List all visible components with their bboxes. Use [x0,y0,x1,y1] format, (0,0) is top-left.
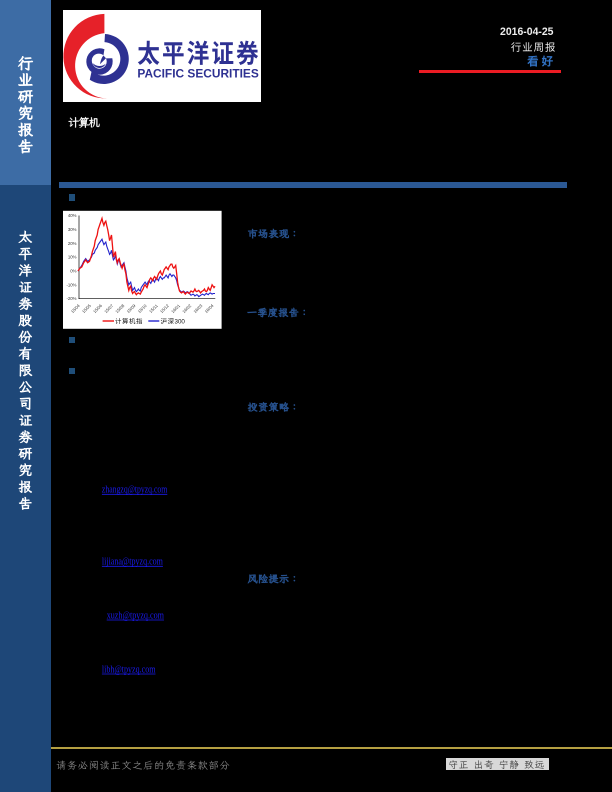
svg-text:-20%: -20% [66,296,76,301]
svg-text:15/10: 15/10 [137,303,148,314]
svg-text:PACIFIC SECURITIES: PACIFIC SECURITIES [137,67,258,81]
svg-text:15/11: 15/11 [148,303,159,314]
svg-text:zhangzq@tpyzq.com: zhangzq@tpyzq.com [102,485,167,496]
svg-text:0%: 0% [70,269,76,274]
svg-text:lijiana@tpyzq.com: lijiana@tpyzq.com [102,557,163,568]
svg-text:xuzh@tpyzq.com: xuzh@tpyzq.com [107,610,164,621]
svg-text:30%: 30% [68,227,77,232]
svg-text:15/05: 15/05 [81,303,92,314]
svg-text:-10%: -10% [66,282,76,287]
svg-text:15/07: 15/07 [103,303,114,314]
svg-text:2016-04-25: 2016-04-25 [500,26,554,38]
svg-text:15/09: 15/09 [126,303,137,314]
svg-text:16/03: 16/03 [192,303,203,314]
svg-text:16/01: 16/01 [170,303,181,314]
svg-text:20%: 20% [68,241,77,246]
svg-text:15/08: 15/08 [114,303,125,314]
svg-text:10%: 10% [68,255,77,260]
svg-text:libh@tpyzq.com: libh@tpyzq.com [102,664,156,675]
svg-text:15/04: 15/04 [70,303,81,314]
svg-text:300: 300 [175,319,186,326]
svg-text:15/06: 15/06 [92,303,103,314]
svg-text:16/04: 16/04 [204,303,215,314]
svg-text:16/02: 16/02 [181,303,192,314]
svg-text:40%: 40% [68,213,77,218]
svg-text:15/12: 15/12 [159,303,170,314]
